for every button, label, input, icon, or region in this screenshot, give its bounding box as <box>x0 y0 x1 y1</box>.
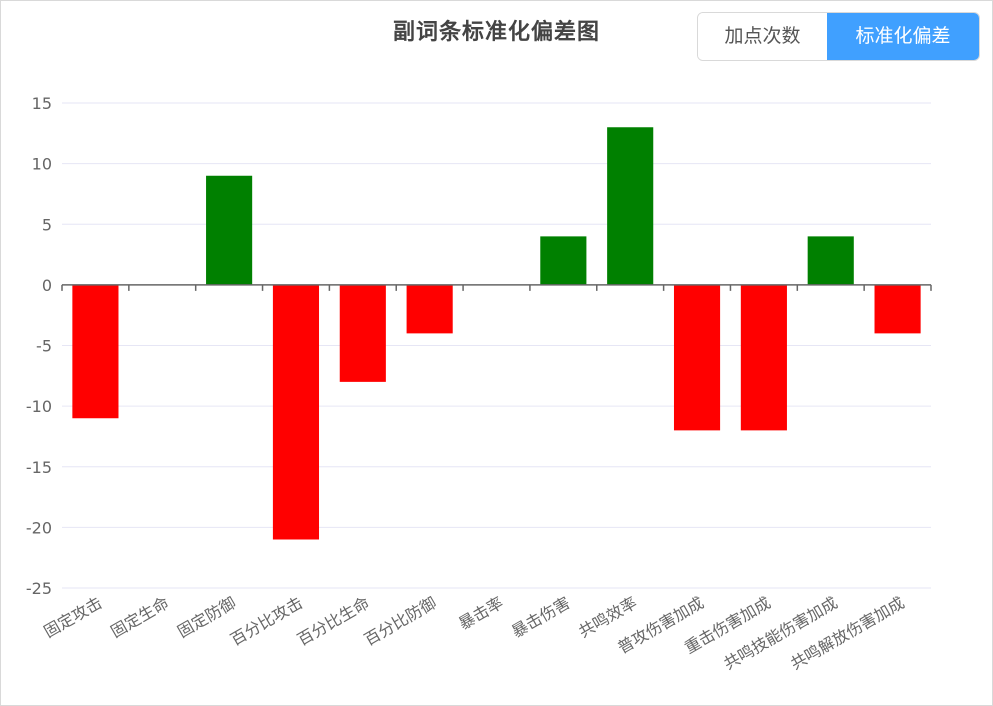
y-tick-label: -25 <box>26 579 52 598</box>
x-category-label: 共鸣技能伤害加成 <box>720 593 840 673</box>
bar <box>72 284 119 419</box>
y-tick-label: -10 <box>26 397 52 416</box>
bar <box>206 175 253 285</box>
view-toggle: 加点次数 标准化偏差 <box>697 12 980 61</box>
x-category-label: 固定攻击 <box>40 593 105 641</box>
x-category-label: 固定生命 <box>107 593 172 641</box>
bar <box>673 284 721 431</box>
x-category-label: 百分比防御 <box>361 593 440 649</box>
x-category-label: 共鸣解放伤害加成 <box>787 593 907 673</box>
bar <box>339 284 386 382</box>
x-category-label: 百分比攻击 <box>227 593 306 649</box>
std-deviation-view-button[interactable]: 标准化偏差 <box>827 13 979 60</box>
bar <box>540 236 587 285</box>
bar <box>272 284 320 540</box>
count-view-button[interactable]: 加点次数 <box>698 13 827 60</box>
bar <box>740 284 787 431</box>
chart-title: 副词条标准化偏差图 <box>392 20 600 45</box>
bar <box>607 127 654 285</box>
bar <box>874 284 921 334</box>
y-tick-label: -20 <box>26 518 52 537</box>
bar <box>406 284 453 334</box>
x-category-label: 百分比生命 <box>294 593 373 649</box>
y-tick-label: 10 <box>32 155 52 174</box>
y-tick-label: 15 <box>32 94 52 113</box>
y-tick-label: 5 <box>42 215 52 234</box>
y-tick-label: -5 <box>36 337 52 356</box>
y-tick-label: 0 <box>42 276 52 295</box>
bar <box>807 236 854 285</box>
y-tick-label: -15 <box>26 458 52 477</box>
x-category-label: 暴击率 <box>455 593 506 633</box>
x-category-label: 暴击伤害 <box>508 593 573 641</box>
